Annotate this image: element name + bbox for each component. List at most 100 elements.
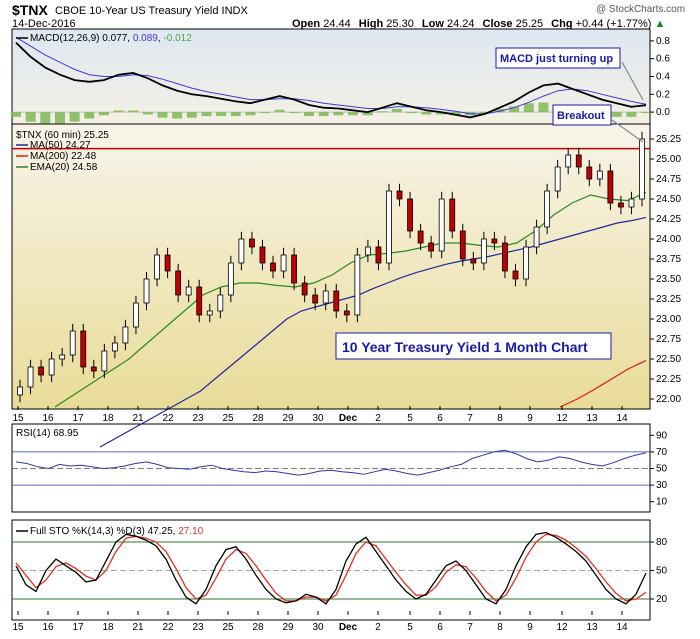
candle xyxy=(17,386,23,396)
price-tick-label: 22.50 xyxy=(656,354,681,365)
macd-hist-bar xyxy=(128,110,139,113)
price-tick-label: 22.00 xyxy=(656,394,681,405)
price-tick-label: 24.25 xyxy=(656,214,681,225)
rsi-panel xyxy=(11,423,651,513)
price-tick-label: 24.75 xyxy=(656,174,681,185)
candle xyxy=(196,286,203,316)
candle xyxy=(502,242,508,272)
instrument-name: CBOE 10-Year US Treasury Yield INDX xyxy=(55,5,248,17)
candle xyxy=(154,254,160,280)
candle xyxy=(111,342,118,352)
macd-hist-bar xyxy=(54,112,65,124)
candle xyxy=(259,246,266,264)
stoch-x-label: 28 xyxy=(252,622,264,633)
stoch-x-label: 5 xyxy=(407,622,413,633)
candle xyxy=(428,242,435,252)
macd-signal-line xyxy=(15,36,647,115)
candle xyxy=(417,230,424,244)
candle xyxy=(133,302,139,328)
stoch-tick-label: 50 xyxy=(656,566,668,577)
rsi-tick-label: 70 xyxy=(656,447,668,458)
macd-hist-bar xyxy=(318,112,329,117)
price-x-label: 2 xyxy=(375,413,381,424)
macd-tick-label: 0.0 xyxy=(656,107,670,118)
price-tick-label: 22.75 xyxy=(656,334,681,345)
candle xyxy=(69,330,76,356)
macd-legend: MACD(12,26,9) 0.077, 0.089, -0.012 xyxy=(16,33,192,44)
candle xyxy=(618,202,624,208)
price-x-label: 22 xyxy=(162,413,174,424)
price-tick-label: 25.25 xyxy=(656,134,681,145)
price-x-label: 14 xyxy=(616,413,628,424)
macd-hist-bar xyxy=(245,112,256,116)
stoch-x-label: 21 xyxy=(132,622,144,633)
stoch-d-line xyxy=(15,533,647,602)
macd-hist-bar xyxy=(84,112,95,119)
candle xyxy=(449,198,456,232)
rsi-tick-label: 90 xyxy=(656,430,668,441)
macd-hist-bar xyxy=(421,112,432,115)
macd-hist-bar xyxy=(435,112,446,115)
macd-hist-bar xyxy=(304,112,315,117)
stoch-x-label: 25 xyxy=(222,622,234,633)
stoch-legend: Full STO %K(14,3) %D(3) 47.25, 27.10 xyxy=(16,526,204,537)
candle xyxy=(343,310,350,316)
macd-annotation-text: MACD just turning up xyxy=(500,53,613,65)
stoch-x-label: Dec xyxy=(339,622,358,633)
ohlc-readout: Open 24.44 High 25.30 Low 24.24 Close 25… xyxy=(292,18,665,30)
candle xyxy=(533,226,540,248)
rsi-legend: RSI(14) 68.95 xyxy=(16,428,79,439)
macd-hist-bar xyxy=(523,103,534,113)
candle xyxy=(554,166,561,192)
candle xyxy=(586,166,593,180)
candle xyxy=(322,290,329,304)
candle xyxy=(639,138,645,200)
stoch-x-label: 15 xyxy=(12,622,24,633)
chart-header: $TNX CBOE 10-Year US Treasury Yield INDX… xyxy=(12,2,685,30)
price-tick-label: 24.00 xyxy=(656,234,681,245)
rsi-tick-label: 10 xyxy=(656,497,668,508)
candle xyxy=(175,270,182,296)
stoch-x-label: 16 xyxy=(42,622,54,633)
macd-tick-label: 0.8 xyxy=(656,36,670,47)
stoch-x-label: 14 xyxy=(616,622,628,633)
macd-annotation: MACD just turning up xyxy=(495,47,644,101)
price-x-label: 12 xyxy=(556,413,568,424)
macd-hist-bar xyxy=(509,106,520,113)
stoch-x-label: 2 xyxy=(375,622,381,633)
stoch-x-label: 18 xyxy=(102,622,114,633)
macd-hist-bar xyxy=(274,109,285,113)
price-tick-label: 24.50 xyxy=(656,194,681,205)
price-tick-label: 23.25 xyxy=(656,294,681,305)
price-x-label: 13 xyxy=(586,413,598,424)
macd-hist-bar xyxy=(157,112,168,118)
stoch-x-label: 17 xyxy=(72,622,84,633)
price-x-label: 21 xyxy=(132,413,144,424)
price-x-label: 9 xyxy=(527,413,533,424)
macd-hist-bar xyxy=(11,112,21,117)
macd-hist-bar xyxy=(230,112,241,117)
macd-hist-bar xyxy=(289,112,300,114)
price-x-label: 6 xyxy=(437,413,443,424)
price-panel xyxy=(11,123,651,410)
chart-title: 10 Year Treasury Yield 1 Month Chart xyxy=(342,339,588,355)
price-legend: $TNX (60 min) 25.25 xyxy=(16,130,109,141)
stoch-x-label: 30 xyxy=(312,622,324,633)
rsi-tick-label: 30 xyxy=(656,480,668,491)
price-x-label: 17 xyxy=(72,413,84,424)
price-tick-label: 25.00 xyxy=(656,154,681,165)
candle xyxy=(301,282,308,296)
candle xyxy=(512,270,519,280)
candle xyxy=(438,198,445,252)
macd-tick-label: 0.2 xyxy=(656,89,670,100)
candle xyxy=(164,254,171,272)
macd-hist-bar xyxy=(113,110,124,113)
price-x-label: 29 xyxy=(282,413,294,424)
price-x-label: 15 xyxy=(12,413,24,424)
candle xyxy=(470,258,477,264)
stoch-tick-label: 20 xyxy=(656,594,668,605)
stoch-x-label: 22 xyxy=(162,622,174,633)
ma-legend-label: MA(50) 24.27 xyxy=(30,140,91,151)
